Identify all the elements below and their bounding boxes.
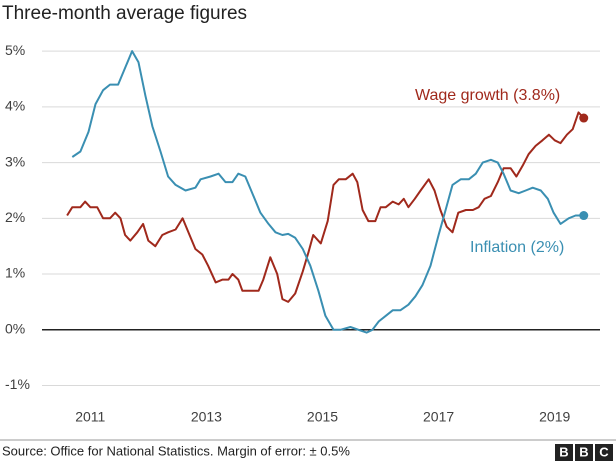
chart-title: Three-month average figures (2, 3, 247, 24)
y-tick-label: 4% (5, 98, 25, 114)
line (66, 111, 585, 303)
y-tick-label: 5% (5, 42, 25, 58)
x-tick-label: 2017 (423, 409, 454, 425)
logo-box (555, 444, 573, 461)
end-dot (579, 211, 589, 221)
y-tick-label: 3% (5, 153, 25, 169)
y-tick-label: 0% (5, 320, 25, 336)
end-dot (579, 113, 589, 123)
logo-box (575, 444, 593, 461)
x-tick-label: 2019 (539, 409, 570, 425)
x-tick-label: 2015 (307, 409, 338, 425)
logo-letter: B (559, 444, 568, 459)
logo-letter: B (579, 444, 588, 459)
y-tick-label: -1% (5, 376, 30, 392)
x-tick-label: 2013 (191, 409, 222, 425)
y-tick-label: 1% (5, 265, 25, 281)
series-label: Wage growth (3.8%) (415, 87, 560, 104)
y-tick-label: 2% (5, 209, 25, 225)
line (71, 50, 584, 334)
x-tick-label: 2011 (75, 409, 105, 425)
series-label: Inflation (2%) (470, 239, 564, 256)
logo-letter: C (599, 444, 609, 459)
logo-box (595, 444, 613, 461)
source: Source: Office for National Statistics. … (2, 443, 350, 458)
